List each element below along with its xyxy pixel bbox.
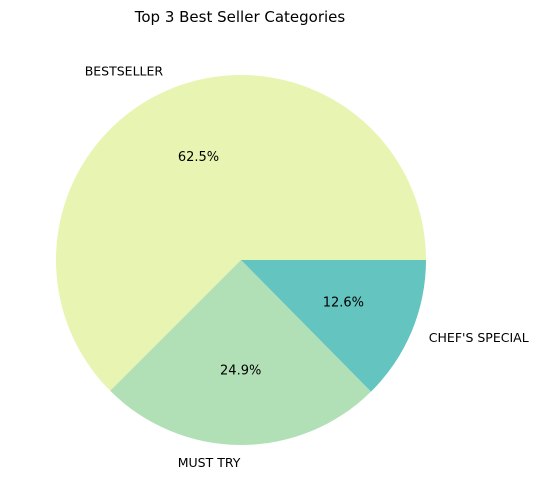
pie-slice-bestseller — [56, 74, 427, 391]
slice-label-must-try: MUST TRY — [178, 455, 241, 470]
pie-slice-must-try — [110, 260, 371, 445]
pie-labels: BESTSELLER 62.5% MUST TRY 24.9% CHEF'S SPECI… — [85, 64, 529, 471]
pie-slices — [56, 74, 427, 445]
chart-title: Top 3 Best Seller Categories — [134, 8, 346, 26]
pie-slice-chef-s-special — [241, 260, 426, 392]
slice-pct-must-try: 24.9% — [220, 364, 261, 379]
slice-pct-bestseller: 62.5% — [178, 150, 219, 165]
slice-label-bestseller: BESTSELLER — [85, 64, 164, 79]
slice-label-chef-s-special: CHEF'S SPECIAL — [429, 330, 529, 345]
slice-pct-chef-s-special: 12.6% — [323, 295, 364, 310]
